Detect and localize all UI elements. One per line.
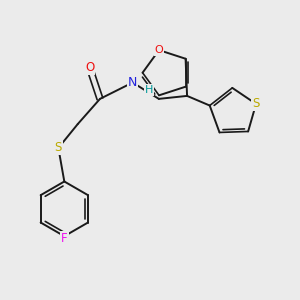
Text: H: H [145,85,153,95]
Text: N: N [128,76,137,89]
Text: F: F [61,232,68,245]
Text: S: S [252,98,260,110]
Text: O: O [85,61,94,74]
Text: S: S [55,141,62,154]
Text: O: O [154,45,164,55]
